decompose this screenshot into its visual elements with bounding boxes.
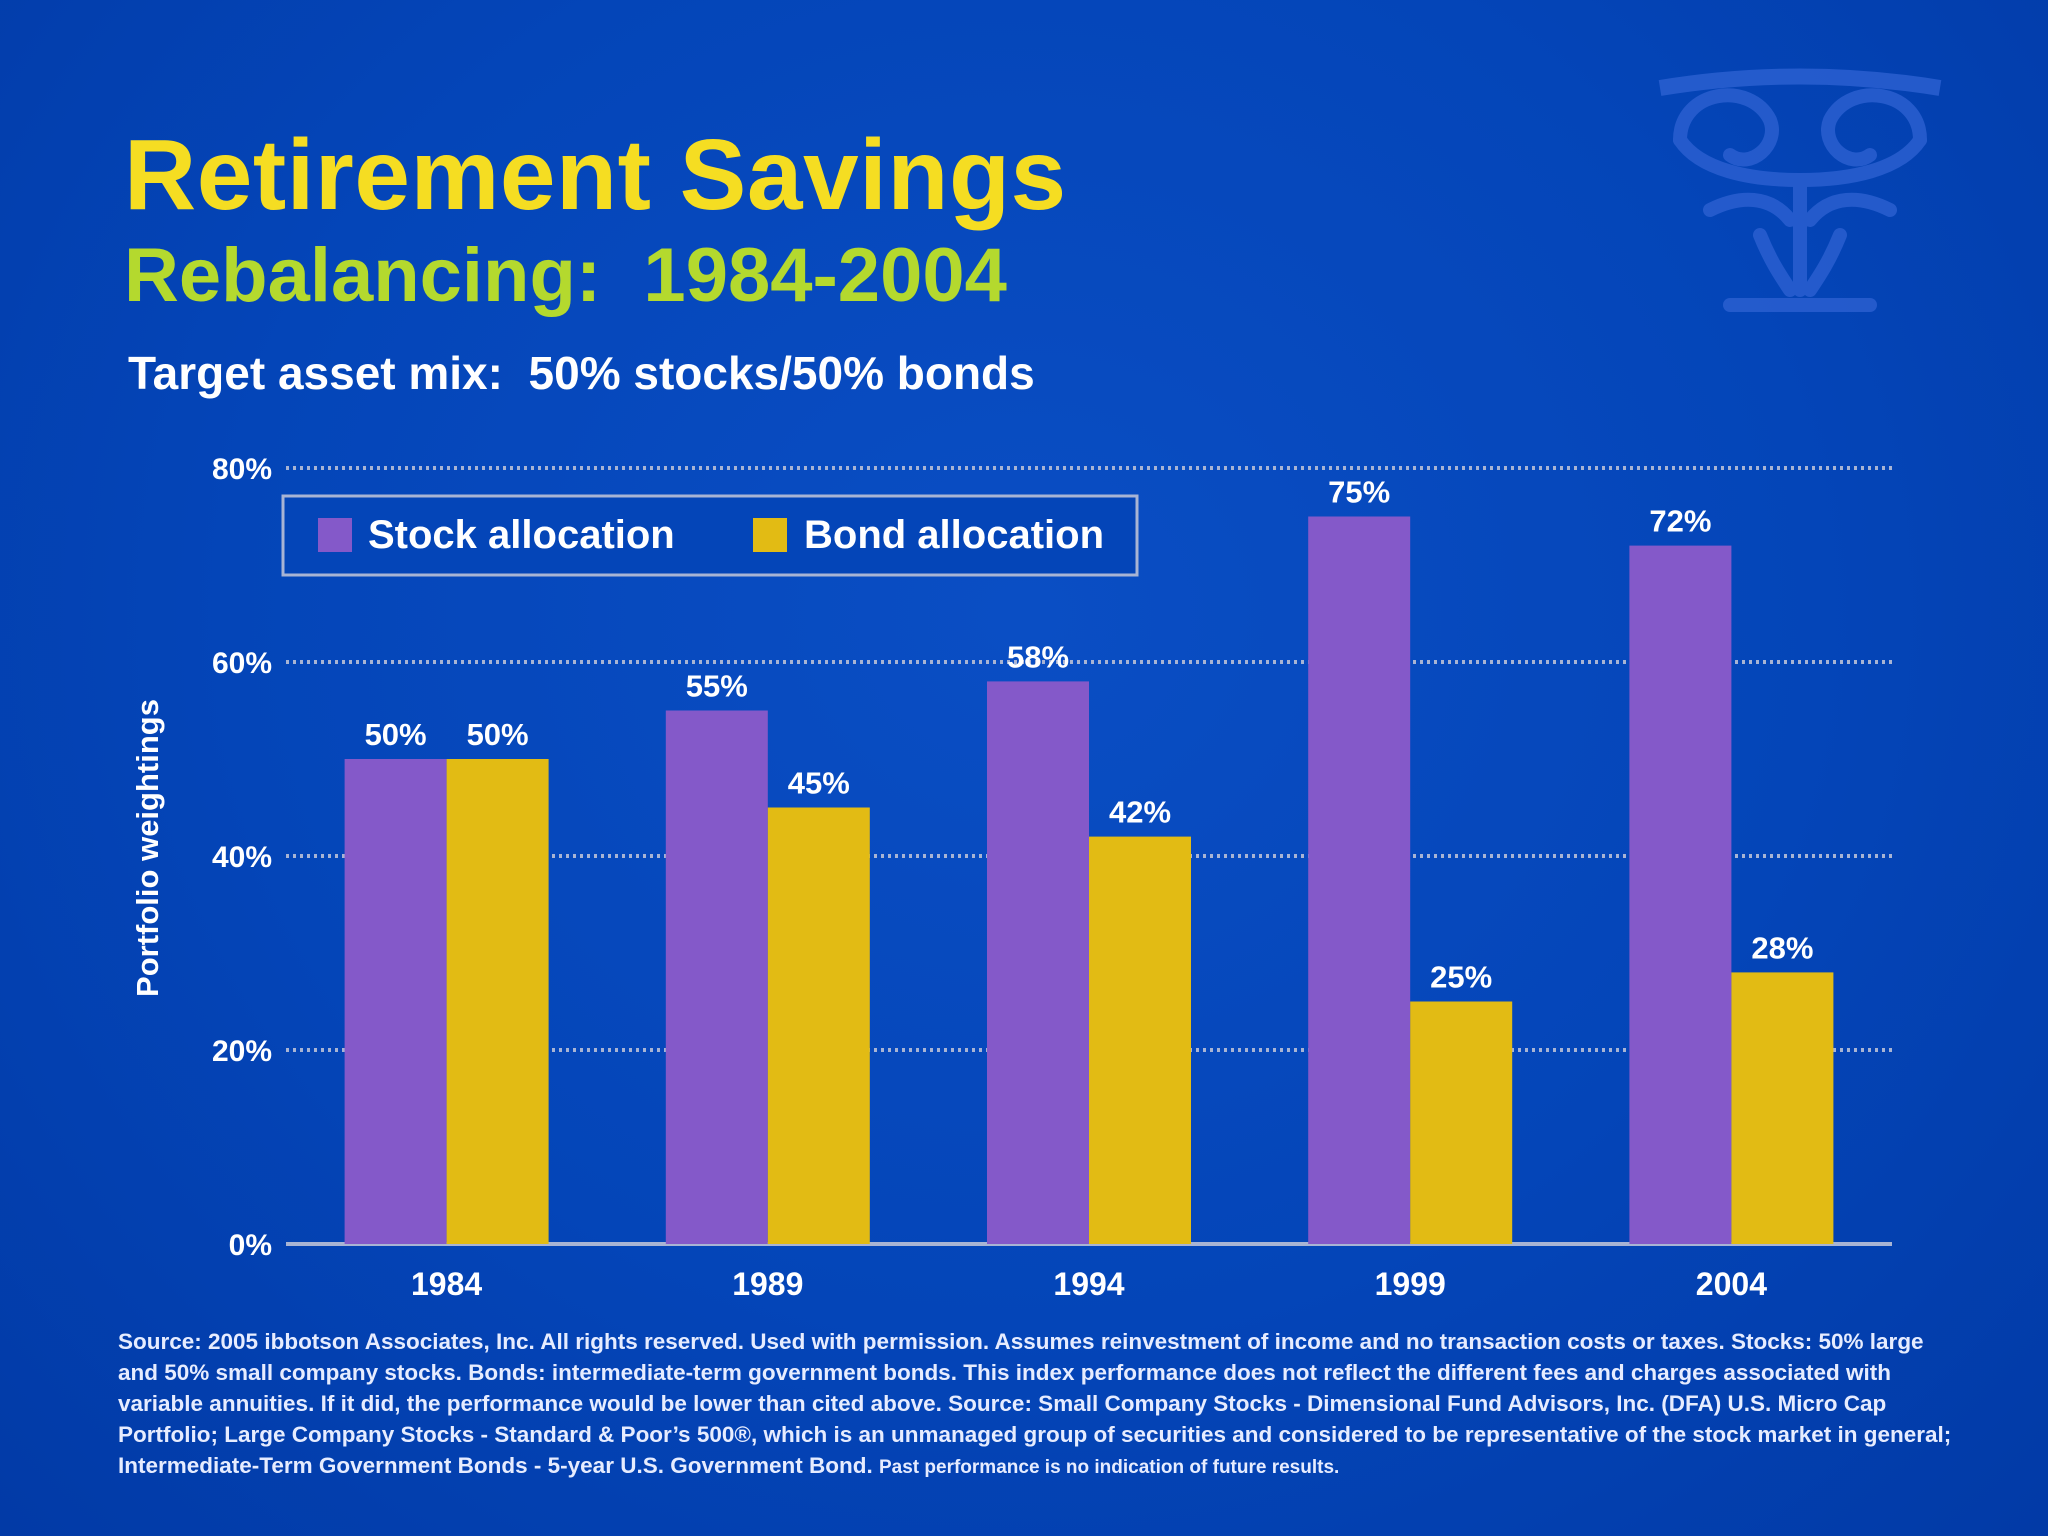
x-tick-label: 1994 (1053, 1266, 1124, 1302)
data-label: 50% (467, 717, 529, 752)
bond-bar (767, 807, 870, 1244)
footnote-disclaimer: Past performance is no indication of fut… (879, 1457, 1340, 1478)
footnote-main: Source: 2005 ibbotson Associates, Inc. A… (118, 1329, 1952, 1478)
data-label: 50% (365, 717, 427, 752)
bond-bar (1410, 1001, 1513, 1244)
column-capital-logo (1658, 68, 1942, 312)
legend-label-stock: Stock allocation (368, 513, 675, 557)
stock-bar (344, 759, 447, 1244)
bond-bar (446, 759, 549, 1244)
bond-bar (1089, 836, 1191, 1244)
data-label: 25% (1430, 960, 1492, 995)
data-label: 45% (788, 766, 850, 801)
data-label: 58% (1007, 639, 1069, 674)
data-label: 55% (686, 669, 748, 704)
source-footnote: Source: 2005 ibbotson Associates, Inc. A… (118, 1326, 1958, 1483)
slide-subtitle: Rebalancing: 1984-2004 (124, 233, 1007, 318)
stock-bar (1629, 545, 1732, 1244)
y-tick-label: 80% (212, 453, 272, 486)
y-tick-label: 0% (229, 1229, 272, 1262)
data-label: 75% (1328, 475, 1390, 510)
y-tick-label: 40% (212, 841, 272, 874)
x-tick-label: 2004 (1696, 1266, 1767, 1302)
stock-bar (987, 681, 1089, 1244)
y-tick-label: 60% (212, 647, 272, 680)
data-label: 72% (1649, 504, 1711, 539)
allocation-bar-chart: 0% 20% 40% 60% 80% Portfolio weightings 50% 50%… (130, 453, 1892, 1302)
target-asset-mix: Target asset mix: 50% stocks/50% bonds (128, 347, 1035, 399)
legend-box (281, 494, 1139, 577)
stock-bar (665, 710, 768, 1244)
data-label: 42% (1109, 795, 1171, 830)
y-axis-label: Portfolio weightings (130, 699, 165, 997)
legend-swatch-bond (753, 518, 787, 552)
bond-bar (1731, 972, 1834, 1244)
x-tick-label: 1984 (411, 1266, 482, 1302)
slide-title: Retirement Savings (124, 119, 1067, 231)
x-tick-label: 1999 (1375, 1266, 1446, 1302)
y-tick-label: 20% (212, 1035, 272, 1068)
legend-swatch-stock (318, 518, 352, 552)
stock-bar (1308, 516, 1411, 1244)
legend-label-bond: Bond allocation (804, 513, 1104, 557)
data-label: 28% (1751, 930, 1813, 965)
x-tick-label: 1989 (732, 1266, 803, 1302)
